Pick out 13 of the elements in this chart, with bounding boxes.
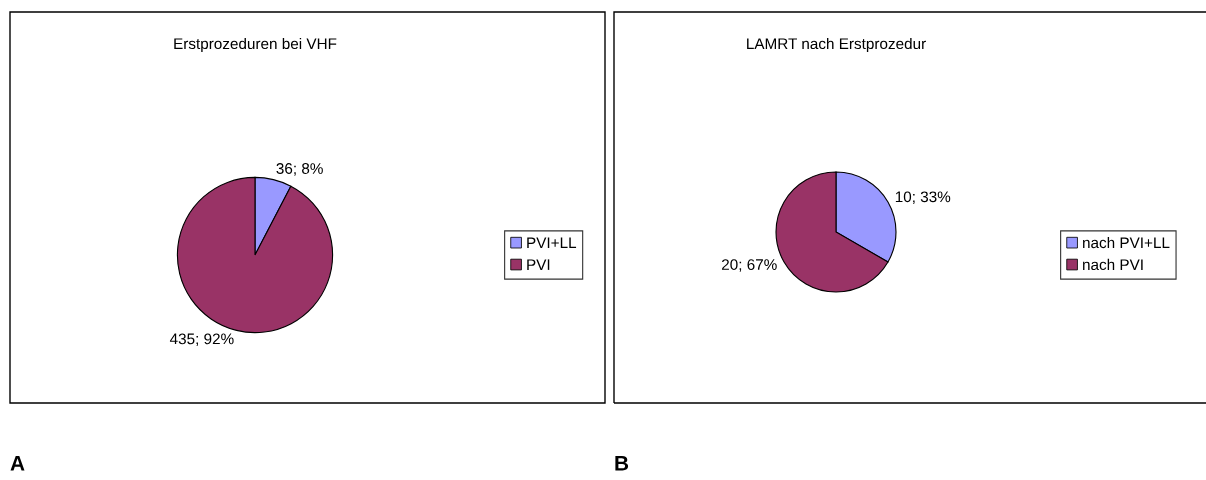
data-label: 435; 92% bbox=[169, 333, 234, 347]
data-label: 36; 8% bbox=[276, 163, 323, 176]
data-label: 20; 67% bbox=[721, 259, 777, 272]
legend-label: PVI bbox=[527, 259, 550, 270]
legend-label: nach PVI bbox=[1083, 258, 1143, 271]
pie-slice bbox=[176, 176, 334, 334]
legend-label: PVI+LL bbox=[527, 237, 577, 249]
chart-title: LAMRT nach Erstprozedur bbox=[747, 37, 926, 53]
data-label: 10; 33% bbox=[895, 191, 951, 205]
text: B bbox=[615, 456, 629, 471]
chart-title: Erstprozeduren bei VHF bbox=[174, 37, 337, 53]
legend-label: nach PVI+LL bbox=[1083, 236, 1170, 249]
text: A bbox=[10, 456, 25, 471]
